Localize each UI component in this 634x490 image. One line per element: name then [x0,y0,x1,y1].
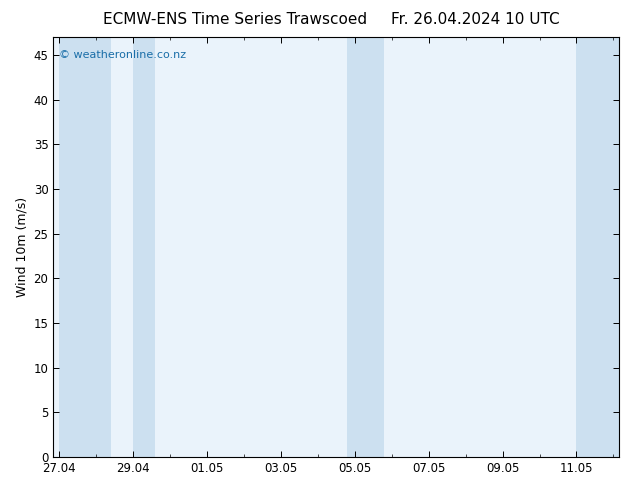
Bar [133,37,155,457]
Bar [59,37,110,457]
Text: © weatheronline.co.nz: © weatheronline.co.nz [59,49,186,60]
Bar [576,37,632,457]
Text: Fr. 26.04.2024 10 UTC: Fr. 26.04.2024 10 UTC [391,12,560,27]
Text: ECMW-ENS Time Series Trawscoed: ECMW-ENS Time Series Trawscoed [103,12,366,27]
Bar [347,37,384,457]
Y-axis label: Wind 10m (m/s): Wind 10m (m/s) [15,197,28,297]
